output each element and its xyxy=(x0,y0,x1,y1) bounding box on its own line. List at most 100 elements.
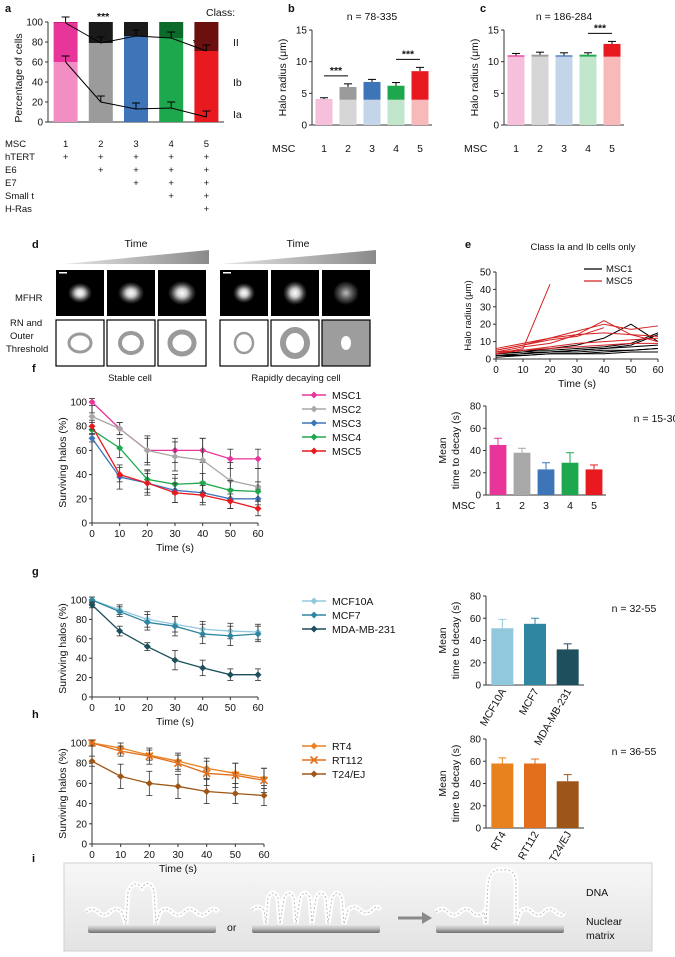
x-tick-label: 20 xyxy=(142,529,154,540)
chart-title: Class Ia and Ib cells only xyxy=(530,242,635,253)
y-tick-label: 0 xyxy=(493,121,499,132)
data-point xyxy=(116,627,124,635)
x-category-label: RT112 xyxy=(516,829,542,862)
x-tick-label: 40 xyxy=(598,365,610,376)
data-point xyxy=(145,752,154,761)
y-tick-label: 100 xyxy=(70,739,87,750)
chart-f_bar: 0 20 40 60 80 n = 15-30 Mean time to decay (s) 1… xyxy=(437,402,675,513)
panel-label-a: a xyxy=(5,3,12,15)
bar xyxy=(489,444,507,495)
x-category-label: 4 xyxy=(393,143,399,155)
y-tick-label: 0 xyxy=(37,118,43,129)
data-point xyxy=(171,656,179,664)
plus-sign: + xyxy=(133,152,139,163)
data-point xyxy=(116,747,125,756)
bar xyxy=(524,763,546,828)
chart-g_bar: 0 20 40 60 80 n = 32-55 Mean time to decay (s) M… xyxy=(437,592,656,748)
x-tick-label: 60 xyxy=(252,529,264,540)
data-point xyxy=(143,618,151,626)
x-tick-label: 30 xyxy=(169,703,181,714)
y-tick-label: 100 xyxy=(70,596,87,607)
significance-label: *** xyxy=(594,22,607,34)
x-category-label: 1 xyxy=(495,500,501,512)
y-tick-label: 60 xyxy=(470,757,482,768)
panel-d: Time Time MFHR RN and Outer Threshold St… xyxy=(6,238,376,384)
significance-label: *** xyxy=(402,48,415,60)
x-axis-label: Time (s) xyxy=(156,542,194,554)
msc-number: 4 xyxy=(169,139,174,150)
y-tick-label: 20 xyxy=(32,98,44,109)
mfhr-spot xyxy=(333,281,359,305)
nuclear-matrix-bar xyxy=(436,924,564,933)
legend-label: MSC5 xyxy=(332,446,361,458)
mfhr-spot xyxy=(118,282,144,304)
y-tick-label: 20 xyxy=(470,801,482,812)
y-tick-label: 80 xyxy=(32,38,44,49)
plus-sign: + xyxy=(98,165,104,176)
data-point xyxy=(88,398,96,406)
i-matrix-label-1: Nuclear xyxy=(586,916,623,928)
y-tick-label: 0 xyxy=(475,824,481,835)
threshold-image xyxy=(270,319,320,367)
y-tick-label: 0 xyxy=(475,681,481,692)
data-point xyxy=(254,488,262,496)
dna-loop-single-texture xyxy=(85,883,219,925)
significance-label: *** xyxy=(330,65,343,77)
chart-b: 0 5 10 15 n = 78-335 Halo radius (μm) MSC 1 2 3 4 5… xyxy=(272,11,432,155)
x-category-label: 3 xyxy=(561,143,567,155)
legend-label: MCF7 xyxy=(332,610,361,622)
x-axis-label: MSC xyxy=(452,500,476,512)
chart-title: n = 36-55 xyxy=(612,746,657,758)
y-tick-label: 20 xyxy=(480,320,492,331)
y-tick-label: 60 xyxy=(32,58,44,69)
x-tick-label: 50 xyxy=(230,850,242,861)
time-wedge-right xyxy=(221,250,376,264)
chart-title: n = 78-335 xyxy=(347,11,398,23)
legend-label: MDA-MB-231 xyxy=(332,624,396,636)
threshold-ring xyxy=(280,327,310,359)
legend-label: MSC1 xyxy=(332,390,361,402)
x-tick-label: 10 xyxy=(114,529,126,540)
y-axis-label-line1: Mean xyxy=(437,627,449,653)
bar xyxy=(556,781,579,828)
data-point xyxy=(199,456,207,464)
y-tick-label: 60 xyxy=(76,779,88,790)
y-tick-label: 40 xyxy=(32,78,44,89)
y-tick-label: 40 xyxy=(76,654,88,665)
data-point xyxy=(116,425,124,433)
x-tick-label: 0 xyxy=(89,703,95,714)
threshold-image xyxy=(157,319,207,367)
panel-i: DNA Nuclear matrix or xyxy=(63,862,653,952)
trace-line xyxy=(495,332,659,350)
data-point xyxy=(116,444,124,452)
bar xyxy=(524,623,546,685)
x-axis-label: Time (s) xyxy=(159,863,197,875)
panel-label-c: c xyxy=(480,3,486,15)
y-tick-label: 100 xyxy=(26,18,43,29)
chart-title: n = 186-284 xyxy=(536,11,593,23)
a-class-Ib: Ib xyxy=(233,77,242,89)
data-point xyxy=(174,782,182,790)
bar-segment-Ia xyxy=(159,108,184,122)
x-tick-label: 0 xyxy=(493,365,499,376)
mfhr-spot xyxy=(68,283,92,303)
x-tick-label: 40 xyxy=(201,850,213,861)
x-category-label: 2 xyxy=(519,500,525,512)
threshold-hole xyxy=(341,336,351,350)
a-row-e7: E7 xyxy=(5,178,17,189)
msc-number: 2 xyxy=(98,139,103,150)
threshold-ring xyxy=(167,329,197,357)
d-row-rn-3: Threshold xyxy=(6,344,48,355)
y-tick-label: 60 xyxy=(470,614,482,625)
bar-lower-portion xyxy=(363,99,381,125)
a-row-hras: H-Ras xyxy=(5,204,32,215)
a-row-msc: MSC xyxy=(5,139,26,150)
data-point xyxy=(143,643,151,651)
data-point xyxy=(310,770,318,778)
x-category-label: MCF10A xyxy=(478,687,509,729)
bar-segment-Ia xyxy=(88,102,113,122)
a-row-htert: hTERT xyxy=(5,152,35,163)
y-tick-label: 0 xyxy=(81,693,87,704)
a-row-smallt: Small t xyxy=(5,191,34,202)
bar-segment-II xyxy=(159,22,184,38)
